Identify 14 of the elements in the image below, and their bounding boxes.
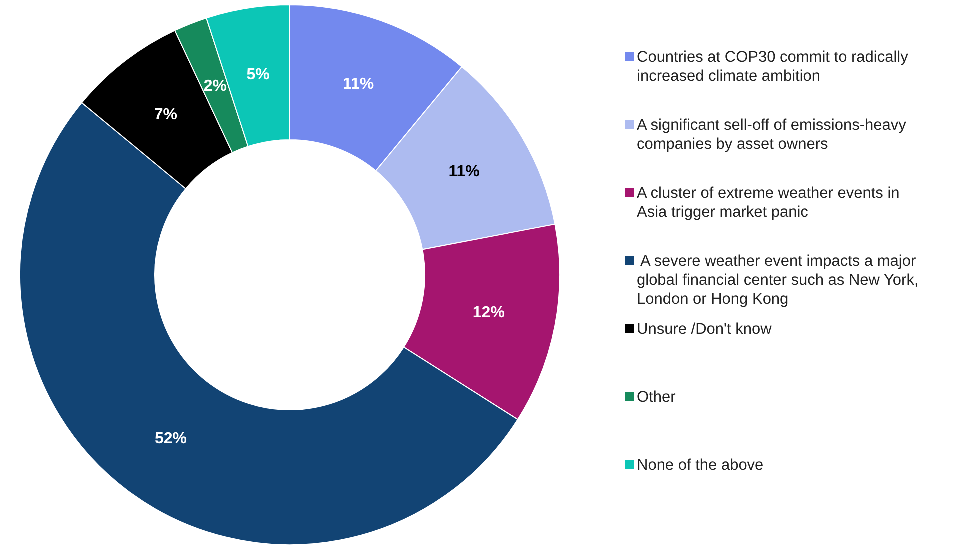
data-label: 12% (472, 304, 505, 322)
data-label: 7% (154, 106, 178, 124)
legend-label: A severe weather event impacts a major global financial center such as New York, London or Hong Kong (637, 252, 919, 308)
data-label: 2% (204, 78, 228, 96)
data-label: 11% (343, 76, 374, 93)
legend-label: Other (637, 388, 676, 406)
legend-label: None of the above (637, 456, 764, 474)
legend-label: A significant sell-off of emissions-heavy companies by asset owners (637, 116, 907, 152)
legend-label: Countries at COP30 commit to radically increased climate ambition (637, 48, 909, 84)
data-label: 52% (154, 430, 187, 448)
legend-label: A cluster of extreme weather events in Asia trigger market panic (637, 184, 900, 220)
data-label: 11% (448, 163, 480, 180)
data-label: 5% (246, 66, 270, 84)
legend-label: Unsure /Don't know (637, 320, 773, 338)
